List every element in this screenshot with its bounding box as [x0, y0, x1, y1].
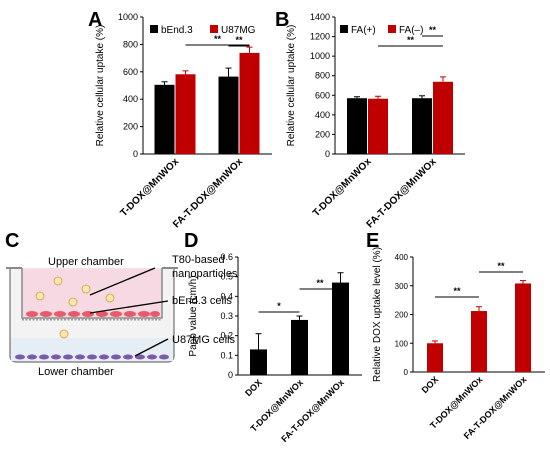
y-tick-label: 1000 [310, 51, 330, 61]
nanoparticle-label-line1: T80-based [172, 254, 225, 266]
y-tick-label: 600 [315, 90, 330, 100]
category-label: FA-T-DOX@MnWOx [365, 156, 439, 230]
significance-label: ** [235, 35, 243, 45]
y-tick-label: 300 [395, 282, 409, 291]
bar [471, 311, 487, 372]
bar [515, 283, 531, 372]
bar [218, 76, 239, 154]
nanoparticle-label-line2: nanoparticles [172, 268, 238, 280]
bar [433, 81, 453, 154]
legend-swatch [210, 25, 218, 33]
chart-b: 0 200 400 600 800 1000 1200 1400 Relative cellul… [286, 12, 465, 230]
y-tick-label: 1000 [118, 12, 138, 22]
pointer-u87mg [134, 338, 169, 357]
y-tick-label: 400 [395, 253, 409, 262]
bar [175, 74, 196, 154]
significance-label: ** [214, 34, 222, 44]
chart-a: 0 200 400 600 800 1000 Relative cellular uptak… [95, 12, 272, 230]
y-tick-label: 200 [123, 122, 138, 132]
bar [427, 343, 443, 372]
transwell-diagram: Upper chamber Lower chamber T80-based na… [6, 254, 238, 378]
bar [412, 98, 432, 154]
y-tick-label: 100 [395, 339, 409, 348]
y-tick-label: 0 [133, 149, 138, 159]
nanoparticles [35, 276, 115, 339]
y-tick-label: 800 [315, 71, 330, 81]
y-axis-label: Relative cellular uptake (%) [95, 25, 106, 147]
y-tick-label: 400 [315, 110, 330, 120]
category-label: DOX [243, 377, 264, 398]
u87mg-cell-layer [15, 354, 169, 360]
legend-label: bEnd.3 [161, 25, 193, 36]
bar [154, 84, 175, 154]
panel-label-b: B [275, 9, 289, 31]
significance-label: ** [497, 261, 505, 271]
bar [347, 98, 367, 154]
chart-e: 0 100 200 300 400 Relative DOX uptake level (… [372, 247, 545, 441]
significance-label: ** [407, 35, 415, 45]
legend-label: FA(+) [351, 25, 376, 36]
y-tick-label: 200 [395, 311, 409, 320]
significance-label: ** [453, 286, 461, 296]
panel-label-c: C [5, 230, 19, 252]
panel-label-e: E [366, 230, 379, 252]
y-tick-label: 600 [123, 67, 138, 77]
y-tick-label: 0 [325, 149, 330, 159]
y-tick-label: 0.6 [220, 252, 233, 262]
significance-label: ** [316, 278, 324, 288]
y-tick-label: 0 [228, 370, 233, 380]
bar [368, 98, 388, 154]
y-tick-label: 0.4 [220, 291, 233, 301]
category-label: T-DOX@MnWOx [311, 156, 374, 219]
y-tick-label: 1200 [310, 32, 330, 42]
upper-chamber-label: Upper chamber [48, 256, 124, 268]
bar [250, 349, 267, 375]
lower-chamber-fluid [11, 338, 173, 361]
y-tick-label: 200 [315, 129, 330, 139]
category-label: T-DOX@MnWOx [119, 156, 182, 219]
significance-label: * [277, 301, 281, 311]
y-tick-label: 1400 [310, 12, 330, 22]
pointer-nanoparticles [89, 267, 156, 296]
y-tick-label: 0.5 [220, 272, 233, 282]
bar [239, 52, 260, 155]
y-tick-label: 0.2 [220, 331, 233, 341]
category-label: DOX [420, 374, 441, 395]
legend-swatch [388, 25, 396, 33]
legend-label: FA(–) [399, 25, 423, 36]
y-tick-label: 0.1 [220, 350, 233, 360]
y-axis-label: Papp value (cm/h) [188, 275, 199, 356]
category-label: FA-T-DOX@MnWOx [171, 156, 245, 230]
y-axis-label: Relative cellular uptake (%) [286, 25, 297, 147]
u87mg-label: U87MG cells [172, 334, 235, 346]
legend-swatch [150, 25, 158, 33]
legend-swatch [340, 25, 348, 33]
bend3-label: bEnd.3 cells [172, 295, 232, 307]
legend-label: U87MG [221, 25, 256, 36]
lower-chamber-label: Lower chamber [38, 366, 114, 378]
panel-label-d: D [184, 230, 198, 252]
y-tick-label: 800 [123, 39, 138, 49]
y-axis-label: Relative DOX uptake level (%) [372, 247, 383, 382]
pointer-bend3 [89, 300, 169, 314]
y-tick-label: 400 [123, 94, 138, 104]
panel-label-a: A [88, 9, 102, 31]
y-tick-label: 0.3 [220, 311, 233, 321]
y-tick-label: 0 [404, 368, 409, 377]
bar [332, 282, 349, 375]
significance-label: ** [429, 25, 437, 35]
bar [291, 319, 308, 375]
